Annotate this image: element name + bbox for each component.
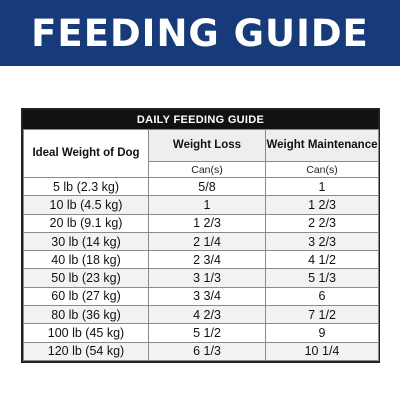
cell-weight-maintenance: 1: [265, 176, 379, 197]
page-title: FEEDING GUIDE: [31, 11, 369, 55]
cell-weight-loss: 6 1/3: [148, 341, 266, 361]
cell-weight-maintenance: 2 2/3: [265, 213, 379, 233]
feeding-table: Ideal Weight of Dog Weight Loss Weight M…: [23, 129, 379, 361]
banner: FEEDING GUIDE: [0, 0, 400, 66]
table-row: 30 lb (14 kg) 2 1/4 3 2/3: [23, 231, 379, 252]
table-row: 120 lb (54 kg) 6 1/3 10 1/4: [23, 341, 379, 361]
table-row: 10 lb (4.5 kg) 1 1 2/3: [23, 195, 379, 215]
cell-weight-loss: 1 2/3: [148, 213, 266, 233]
table-row: 80 lb (36 kg) 4 2/3 7 1/2: [23, 305, 379, 325]
cell-weight-maintenance: 1 2/3: [265, 195, 379, 215]
cell-weight: 30 lb (14 kg): [23, 231, 149, 252]
column-header-weight-maintenance: Weight Maintenance: [265, 129, 379, 162]
cell-weight-maintenance: 5 1/3: [265, 268, 379, 288]
cell-weight: 40 lb (18 kg): [23, 250, 149, 270]
cell-weight: 50 lb (23 kg): [23, 268, 149, 288]
cell-weight: 10 lb (4.5 kg): [23, 195, 149, 215]
cell-weight-loss: 5/8: [148, 176, 266, 197]
table-row: 100 lb (45 kg) 5 1/2 9: [23, 323, 379, 343]
table-row: 60 lb (27 kg) 3 3/4 6: [23, 286, 379, 307]
table-body: 5 lb (2.3 kg) 5/8 1 10 lb (4.5 kg) 1 1 2/3 20 …: [23, 176, 379, 361]
cell-weight-loss: 3 1/3: [148, 268, 266, 288]
feeding-guide-table: DAILY FEEDING GUIDE Ideal Weight of Dog …: [21, 108, 380, 363]
cell-weight-maintenance: 4 1/2: [265, 250, 379, 270]
cell-weight-loss: 5 1/2: [148, 323, 266, 343]
cell-weight-maintenance: 10 1/4: [265, 341, 379, 361]
column-header-weight-loss: Weight Loss: [148, 129, 266, 162]
table-row: 20 lb (9.1 kg) 1 2/3 2 2/3: [23, 213, 379, 233]
table-row: 5 lb (2.3 kg) 5/8 1: [23, 176, 379, 197]
cell-weight-maintenance: 7 1/2: [265, 305, 379, 325]
cell-weight-maintenance: 3 2/3: [265, 231, 379, 252]
cell-weight-loss: 4 2/3: [148, 305, 266, 325]
column-header-weight: Ideal Weight of Dog: [23, 129, 149, 178]
cell-weight-loss: 2 3/4: [148, 250, 266, 270]
table-row: 50 lb (23 kg) 3 1/3 5 1/3: [23, 268, 379, 288]
cell-weight: 100 lb (45 kg): [23, 323, 149, 343]
cell-weight-maintenance: 9: [265, 323, 379, 343]
cell-weight: 60 lb (27 kg): [23, 286, 149, 307]
cell-weight-loss: 1: [148, 195, 266, 215]
unit-label-maintenance: Can(s): [265, 161, 379, 178]
cell-weight-loss: 2 1/4: [148, 231, 266, 252]
cell-weight: 20 lb (9.1 kg): [23, 213, 149, 233]
table-row: 40 lb (18 kg) 2 3/4 4 1/2: [23, 250, 379, 270]
cell-weight-loss: 3 3/4: [148, 286, 266, 307]
unit-label-loss: Can(s): [148, 161, 266, 178]
cell-weight: 80 lb (36 kg): [23, 305, 149, 325]
table-title: DAILY FEEDING GUIDE: [23, 110, 378, 129]
cell-weight: 120 lb (54 kg): [23, 341, 149, 361]
cell-weight: 5 lb (2.3 kg): [23, 176, 149, 197]
cell-weight-maintenance: 6: [265, 286, 379, 307]
